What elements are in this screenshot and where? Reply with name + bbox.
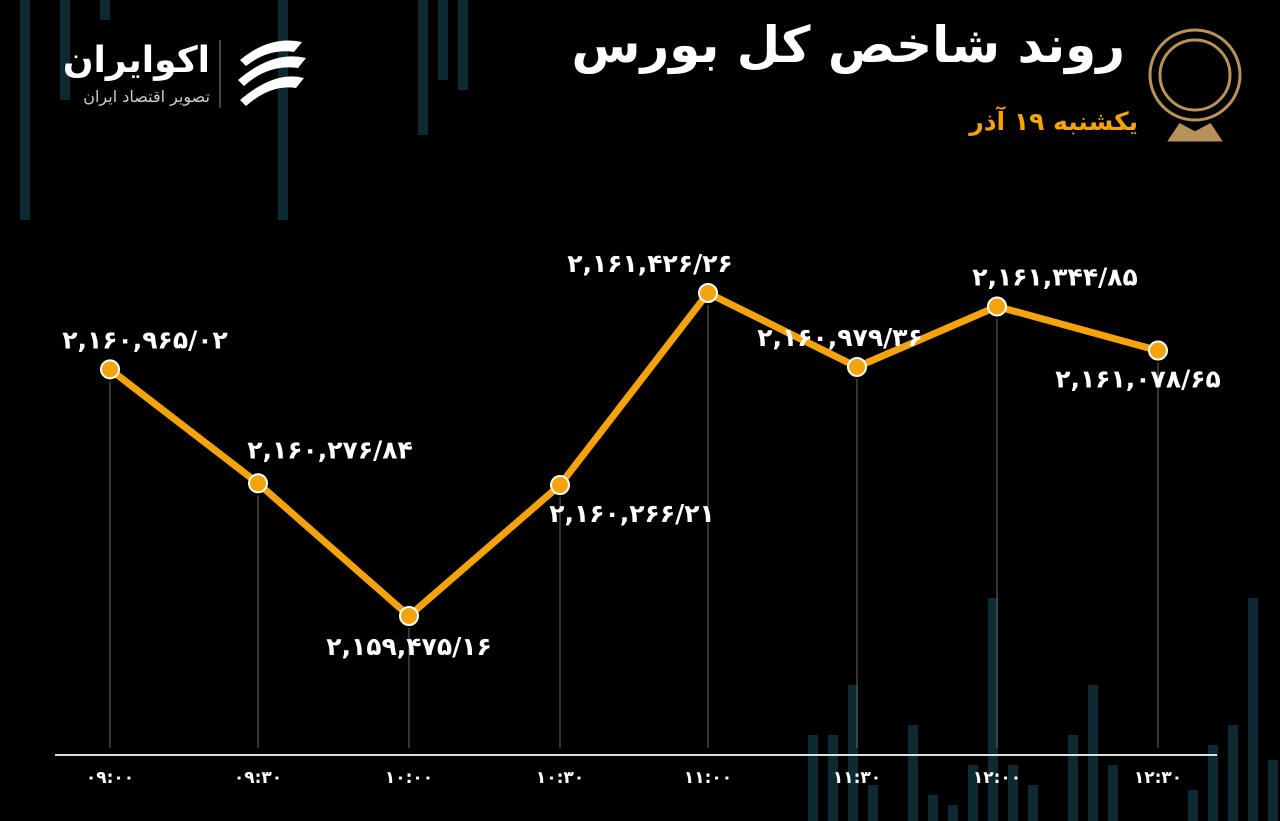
- chart-subtitle: یکشنبه ۱۹ آذر: [967, 106, 1138, 136]
- x-tick-label: ۱۱:۰۰: [684, 768, 732, 788]
- point: [698, 283, 718, 303]
- point: [550, 475, 570, 496]
- emblem: [1148, 28, 1242, 142]
- brand-logo: [238, 40, 306, 106]
- point: [847, 356, 867, 377]
- x-tick-label: ۱۲:۰۰: [973, 768, 1021, 788]
- brand-tagline: تصویر اقتصاد ایران: [83, 87, 210, 107]
- data-label: ۲,۱۶۱,۴۲۶/۲۶: [567, 249, 732, 278]
- data-label: ۲,۱۶۱,۳۴۴/۸۵: [972, 262, 1137, 291]
- point: [399, 606, 419, 626]
- x-tick-label: ۱۲:۳۰: [1134, 768, 1182, 788]
- point: [987, 296, 1007, 317]
- data-label: ۲,۱۶۰,۹۷۹/۳۶: [757, 323, 922, 352]
- line: [107, 289, 1159, 620]
- background-bars: [20, 0, 1278, 821]
- data-label: ۲,۱۶۰,۲۷۶/۸۴: [247, 435, 412, 464]
- point: [248, 473, 268, 494]
- chart-title: روند شاخص کل بورس: [571, 16, 1125, 75]
- x-tick-label: ۰۹:۳۰: [234, 768, 282, 788]
- x-tick-label: ۱۰:۳۰: [536, 768, 584, 788]
- x-tick-label: ۰۹:۰۰: [86, 768, 134, 788]
- data-label: ۲,۱۶۱,۰۷۸/۶۵: [1055, 365, 1220, 394]
- brand: اکوایران: [63, 40, 210, 81]
- data-label: ۲,۱۵۹,۴۷۵/۱۶: [326, 632, 491, 661]
- point: [100, 359, 120, 380]
- x-tick-label: ۱۰:۰۰: [385, 768, 433, 788]
- data-label: ۲,۱۶۰,۲۶۶/۲۱: [549, 499, 714, 528]
- point: [1148, 340, 1168, 361]
- data-label: ۲,۱۶۰,۹۶۵/۰۲: [62, 325, 227, 354]
- x-tick-label: ۱۱:۳۰: [833, 768, 881, 788]
